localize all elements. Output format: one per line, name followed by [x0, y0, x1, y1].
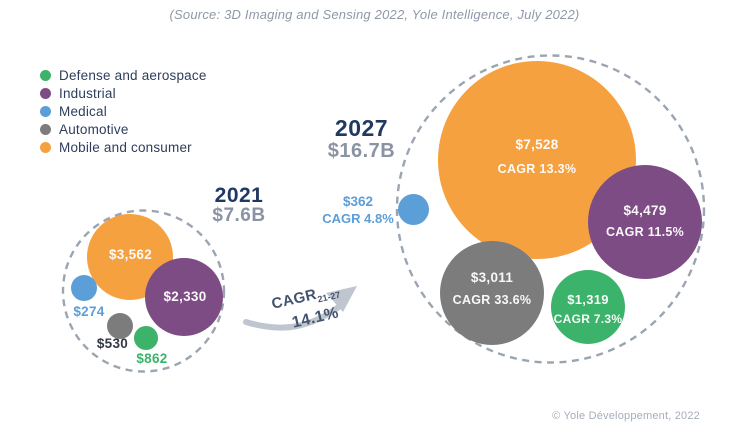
cagr-period: 21-27 — [316, 289, 342, 305]
value-2021-automotive: $530 — [96, 336, 129, 351]
value-2021-industrial: $2,330 — [163, 289, 207, 304]
automotive-color-dot-icon — [40, 123, 51, 135]
cagr-2027-industrial: CAGR 11.5% — [605, 225, 685, 239]
value-2027-mobile: $7,528 — [515, 137, 559, 152]
industrial-color-dot-icon — [40, 87, 51, 99]
cagr-2027-defense: CAGR 7.3% — [553, 312, 623, 326]
cagr-2027-medical: CAGR 4.8% — [322, 211, 394, 226]
bubble-2021-industrial — [145, 258, 223, 336]
mobile-color-dot-icon — [40, 141, 51, 153]
cluster-2021-title: 2021 $7.6B — [197, 185, 281, 226]
legend: Defense and aerospace Industrial Medical… — [40, 66, 207, 156]
bubble-2021-automotive — [107, 313, 133, 339]
defense-color-dot-icon — [40, 69, 51, 81]
growth-arrow-icon — [243, 286, 357, 331]
total-2021: $7.6B — [212, 205, 266, 226]
legend-item-mobile: Mobile and consumer — [40, 138, 207, 156]
legend-label: Industrial — [59, 85, 116, 101]
label-2027-defense: $1,319 CAGR 7.3% — [528, 291, 648, 327]
copyright-notice: © Yole Développement, 2022 — [552, 410, 700, 422]
legend-label: Mobile and consumer — [59, 139, 192, 155]
legend-label: Defense and aerospace — [59, 67, 207, 83]
value-2021-mobile: $3,562 — [108, 247, 153, 262]
label-2027-automotive: $3,011 CAGR 33.6% — [432, 269, 552, 308]
bubble-2027-medical — [398, 194, 429, 225]
value-2021-medical: $274 — [73, 304, 105, 319]
bubble-2021-medical — [71, 275, 97, 301]
label-2027-mobile: $7,528 CAGR 13.3% — [437, 136, 637, 177]
cagr-2027-mobile: CAGR 13.3% — [497, 162, 577, 176]
value-2027-defense: $1,319 — [567, 292, 609, 307]
cagr-2027-automotive: CAGR 33.6% — [452, 293, 532, 307]
value-2027-automotive: $3,011 — [470, 270, 514, 285]
bubble-2027-automotive — [440, 241, 544, 345]
source-caption: (Source: 3D Imaging and Sensing 2022, Yo… — [169, 7, 580, 22]
medical-color-dot-icon — [40, 105, 51, 117]
legend-item-automotive: Automotive — [40, 120, 207, 138]
label-2027-industrial: $4,479 CAGR 11.5% — [585, 202, 705, 240]
legend-item-defense: Defense and aerospace — [40, 66, 207, 84]
bubble-2027-defense — [551, 270, 625, 344]
legend-item-industrial: Industrial — [40, 84, 207, 102]
bubble-2027-industrial — [588, 165, 702, 279]
legend-label: Automotive — [59, 121, 129, 137]
cluster-2027-dashed-circle — [395, 54, 706, 364]
cluster-2027-title: 2027 $16.7B — [311, 115, 412, 163]
legend-item-medical: Medical — [40, 102, 207, 120]
label-2027-medical: $362 CAGR 4.8% — [308, 193, 408, 227]
bubble-2021-defense — [134, 326, 158, 350]
legend-label: Medical — [59, 103, 107, 119]
value-2027-industrial: $4,479 — [623, 203, 667, 218]
value-2021-defense: $862 — [136, 351, 168, 366]
year-2027: 2027 — [334, 115, 389, 141]
total-2027: $16.7B — [327, 140, 396, 162]
year-2021: 2021 — [214, 184, 264, 207]
value-2027-medical: $362 — [342, 194, 374, 209]
cluster-2021-dashed-circle — [61, 209, 226, 373]
